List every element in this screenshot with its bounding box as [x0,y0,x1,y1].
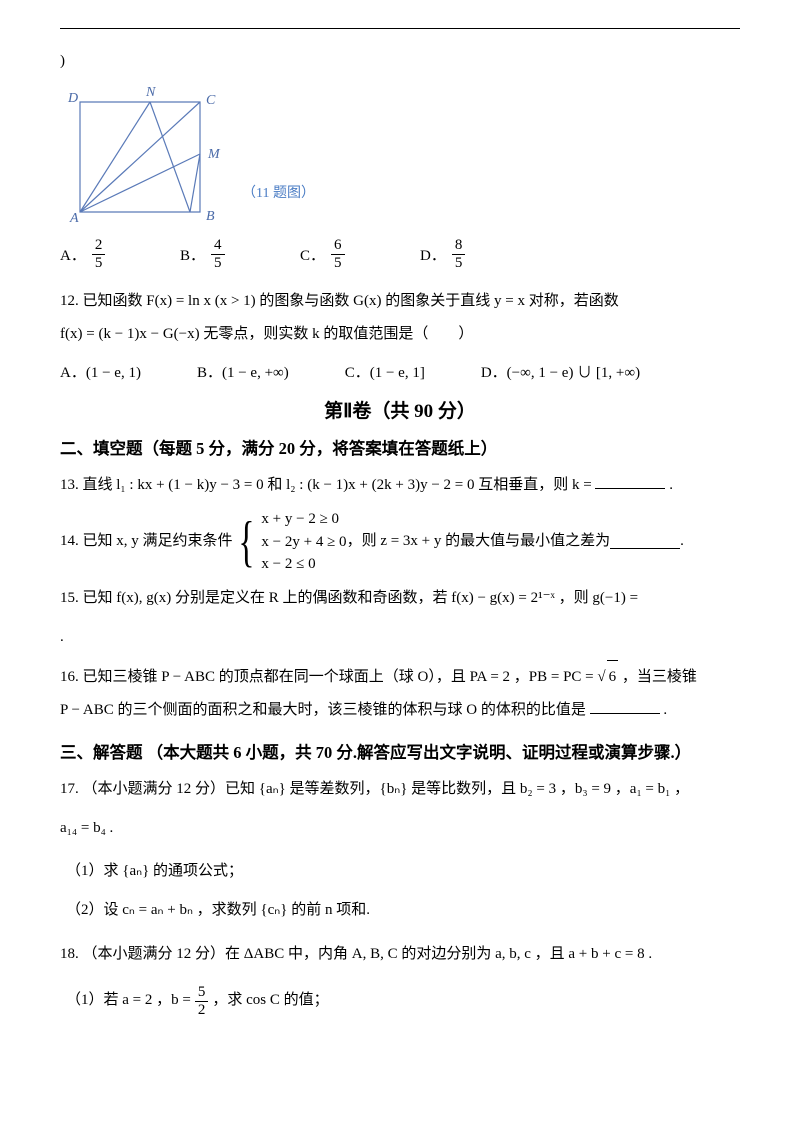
q12-opt-B: B．(1 − e, +∞) [197,361,289,382]
q14-post: . [680,525,684,558]
q11-figure-caption: （11 题图） [242,182,315,230]
q15-text: 15. 已知 f(x), g(x) 分别是定义在 R 上的偶函数和奇函数，若 f… [60,590,638,606]
label-N: N [145,85,156,100]
q14-sys-r1: x + y − 2 ≥ 0 [261,508,346,531]
q17-stem: 17. （本小题满分 12 分）已知 {aₙ} 是等差数列，{bₙ} 是等比数列… [60,781,689,797]
q12-line1: 12. 已知函数 F(x) = ln x (x > 1) 的图象与函数 G(x)… [60,285,740,318]
q14: 14. 已知 x, y 满足约束条件 { x + y − 2 ≥ 0 x − 2… [60,508,740,576]
label-M: M [207,147,221,162]
q11-opt-C: C． 65 [300,238,420,271]
label-A: A [69,211,79,226]
q14-sys-r2: x − 2y + 4 ≥ 0 [261,531,346,554]
q16: 16. 已知三棱锥 P − ABC 的顶点都在同一个球面上（球 O），且 PA … [60,660,740,727]
q13-text: 13. 直线 l₁ : kx + (1 − k)y − 3 = 0 和 l₂ :… [60,477,592,493]
q18-stem: 18. （本小题满分 12 分）在 ΔABC 中，内角 A, B, C 的对边分… [60,946,652,962]
q12-opt-A: A．(1 − e, 1) [60,361,141,382]
solve-header: 三、解答题 （本大题共 6 小题，共 70 分.解答应写出文字说明、证明过程或演… [60,739,740,763]
opt-label: D． [420,244,446,265]
q16-line1-post: ，当三棱锥 [622,669,697,685]
opt-label: C． [300,244,325,265]
q13-blank[interactable] [595,474,665,489]
q17-p2: （2）设 cₙ = aₙ + bₙ ，求数列 {cₙ} 的前 n 项和. [66,898,740,924]
q18: 18. （本小题满分 12 分）在 ΔABC 中，内角 A, B, C 的对边分… [60,938,740,971]
q11-options: A． 25 B． 45 C． 65 D． 85 [60,238,740,271]
q15: 15. 已知 f(x), g(x) 分别是定义在 R 上的偶函数和奇函数，若 f… [60,582,740,615]
q13-post: . [669,477,673,493]
top-rule [60,28,740,29]
q14-system: { x + y − 2 ≥ 0 x − 2y + 4 ≥ 0 x − 2 ≤ 0 [233,508,347,576]
q12-opt-C: C．(1 − e, 1] [345,361,425,382]
q18-p1-post: ，求 cos C 的值； [212,988,328,1014]
q16-line1-pre: 16. 已知三棱锥 P − ABC 的顶点都在同一个球面上（球 O），且 PA … [60,669,597,685]
q17: 17. （本小题满分 12 分）已知 {aₙ} 是等差数列，{bₙ} 是等比数列… [60,773,740,806]
label-B: B [206,209,215,224]
q17-stem2: a₁₄ = b₄ . [60,812,740,845]
q11-opt-A: A． 25 [60,238,180,271]
q11-opt-D: D． 85 [420,238,540,271]
q14-sys-r3: x − 2 ≤ 0 [261,553,346,576]
q14-pre: 14. 已知 x, y 满足约束条件 [60,525,233,558]
q11-figure: D N C M B A [60,82,230,230]
q18-p1: （1）若 a = 2 ，b = 52 ，求 cos C 的值； [66,985,740,1018]
opt-label: A． [60,244,86,265]
q16-line2-pre: P − ABC 的三个侧面的面积之和最大时，该三棱锥的体积与球 O 的体积的比值… [60,702,586,718]
q13: 13. 直线 l₁ : kx + (1 − k)y − 3 = 0 和 l₂ :… [60,469,740,502]
q16-sqrt: 6 [607,660,619,694]
section2-title: 第Ⅱ卷（共 90 分） [60,396,740,423]
q16-line2-post: . [663,702,667,718]
q12: 12. 已知函数 F(x) = ln x (x > 1) 的图象与函数 G(x)… [60,285,740,351]
exam-page: ) D N C M B A （11 题图） A． 25 B． [0,0,800,1132]
q12-line2: f(x) = (k − 1)x − G(−x) 无零点，则实数 k 的取值范围是… [60,318,740,351]
q11-figure-row: D N C M B A （11 题图） [60,82,740,230]
q11-opt-B: B． 45 [180,238,300,271]
q14-mid: ，则 z = 3x + y 的最大值与最小值之差为 [347,525,611,558]
label-C: C [206,93,216,108]
q12-opt-D: D．(−∞, 1 − e) ∪ [1, +∞) [481,361,640,382]
q15-period: . [60,621,740,654]
fill-header: 二、填空题（每题 5 分，满分 20 分，将答案填在答题纸上） [60,435,740,459]
q18-p1-pre: （1）若 a = 2 ，b = [66,988,191,1014]
q12-options: A．(1 − e, 1) B．(1 − e, +∞) C．(1 − e, 1] … [60,361,740,382]
stray-paren: ) [60,53,740,70]
q16-blank[interactable] [590,699,660,714]
label-D: D [67,91,78,106]
q14-blank[interactable] [610,534,680,549]
opt-label: B． [180,244,205,265]
q17-p1: （1）求 {aₙ} 的通项公式； [66,859,740,885]
